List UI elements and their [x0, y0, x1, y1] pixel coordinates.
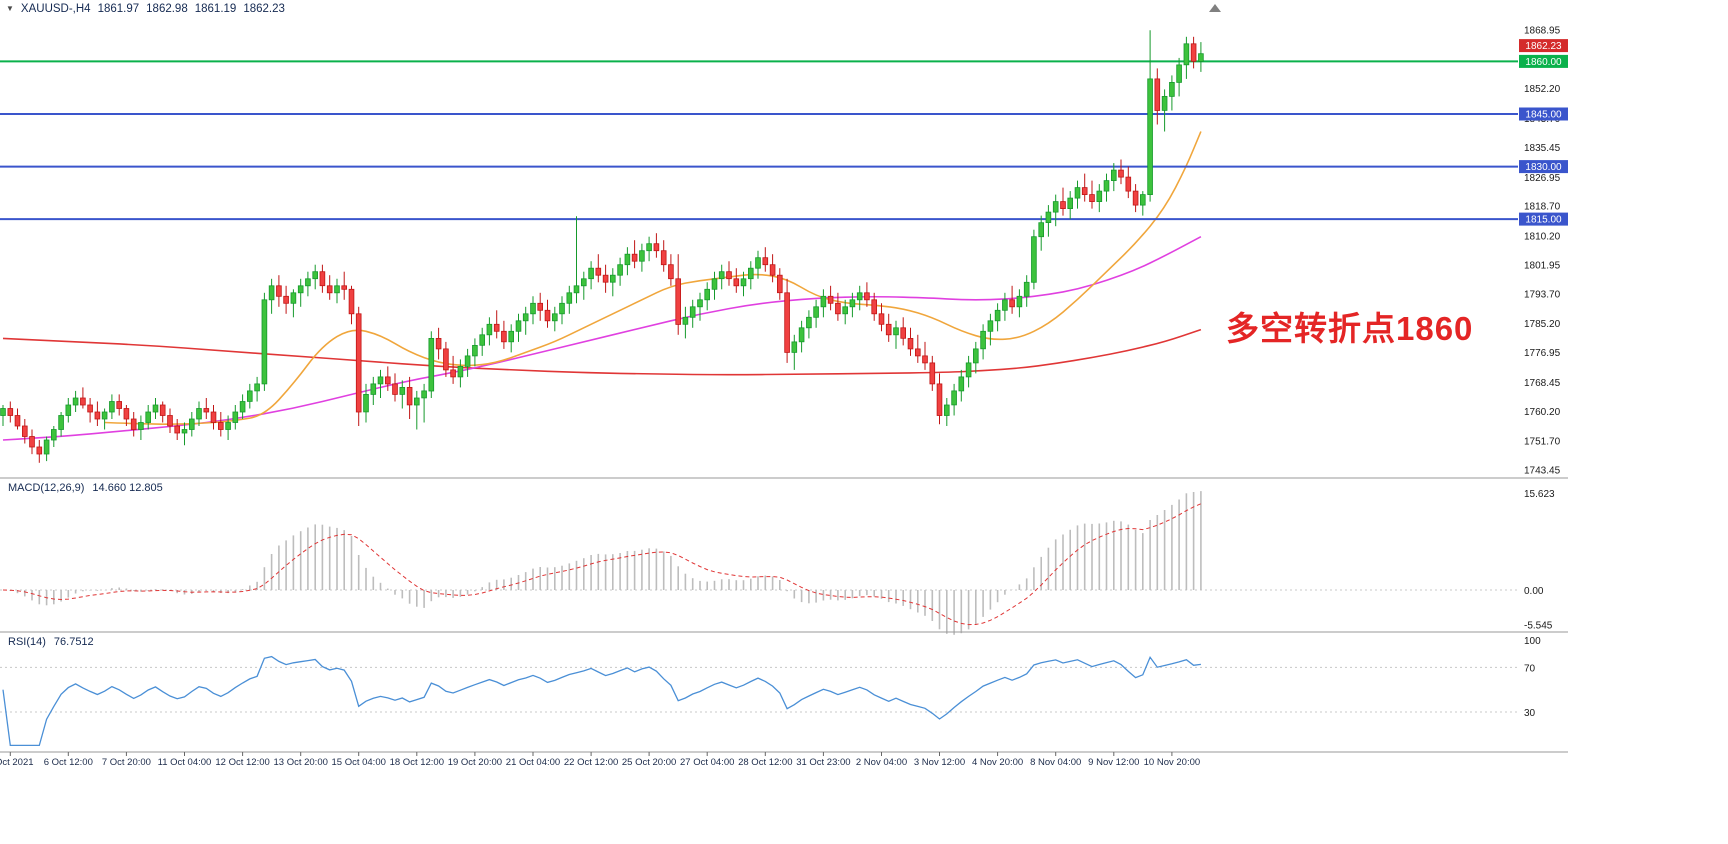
svg-text:1845.00: 1845.00	[1525, 110, 1562, 121]
svg-text:1868.95: 1868.95	[1524, 26, 1561, 37]
svg-text:13 Oct 20:00: 13 Oct 20:00	[273, 757, 327, 768]
ohlc-close: 1862.23	[243, 3, 285, 15]
ohlc-low: 1861.19	[194, 3, 237, 15]
svg-text:4 Nov 20:00: 4 Nov 20:00	[972, 757, 1023, 768]
svg-text:15.623: 15.623	[1524, 489, 1555, 500]
svg-text:1776.95: 1776.95	[1524, 348, 1561, 359]
macd-panel: 15.623 0.00 -5.545	[0, 477, 1568, 635]
macd-label: MACD(12,26,9)	[8, 482, 85, 494]
svg-text:1768.45: 1768.45	[1524, 378, 1561, 389]
macd-signal-line	[2, 503, 1202, 626]
svg-text:15 Oct 04:00: 15 Oct 04:00	[331, 757, 385, 768]
svg-text:1743.45: 1743.45	[1524, 466, 1561, 477]
price-axis[interactable]: 1868.951852.201843.701835.451826.951818.…	[1519, 26, 1568, 477]
time-axis[interactable]: 5 Oct 2021 6 Oct 12:00 7 Oct 20:00 11 Oct 0…	[0, 751, 1568, 768]
svg-text:1860.00: 1860.00	[1525, 57, 1562, 68]
symbol-timeframe-label: XAUUSD-,H4	[20, 3, 91, 15]
svg-text:7 Oct 20:00: 7 Oct 20:00	[102, 757, 151, 768]
svg-text:18 Oct 12:00: 18 Oct 12:00	[390, 757, 444, 768]
svg-text:10 Nov 20:00: 10 Nov 20:00	[1144, 757, 1201, 768]
svg-text:1793.70: 1793.70	[1524, 289, 1561, 300]
svg-text:1852.20: 1852.20	[1524, 84, 1561, 95]
svg-text:1810.20: 1810.20	[1524, 232, 1561, 243]
moving-averages	[2, 131, 1202, 441]
svg-text:5 Oct 2021: 5 Oct 2021	[0, 757, 34, 768]
svg-text:1785.20: 1785.20	[1524, 319, 1561, 330]
svg-text:100: 100	[1524, 636, 1541, 647]
svg-text:27 Oct 04:00: 27 Oct 04:00	[680, 757, 734, 768]
svg-text:1830.00: 1830.00	[1525, 162, 1562, 173]
annotation-text: 多空转折点1860	[1226, 310, 1474, 347]
svg-text:30: 30	[1524, 708, 1536, 719]
rsi-panel: 100 70 30	[0, 631, 1568, 747]
ohlc-open: 1861.97	[97, 3, 140, 15]
svg-text:21 Oct 04:00: 21 Oct 04:00	[506, 757, 560, 768]
svg-text:22 Oct 12:00: 22 Oct 12:00	[564, 757, 618, 768]
rsi-value: 76.7512	[53, 636, 94, 648]
ma-slow-red-line	[2, 328, 1202, 376]
svg-text:19 Oct 20:00: 19 Oct 20:00	[448, 757, 502, 768]
svg-text:3 Nov 12:00: 3 Nov 12:00	[914, 757, 965, 768]
macd-panel-label: MACD(12,26,9) 14.660 12.805	[8, 482, 163, 494]
ma-mid-magenta-line	[2, 235, 1202, 441]
svg-text:0.00: 0.00	[1524, 586, 1544, 597]
svg-text:9 Nov 12:00: 9 Nov 12:00	[1088, 757, 1139, 768]
rsi-panel-label: RSI(14) 76.7512	[8, 636, 94, 648]
svg-text:1818.70: 1818.70	[1524, 202, 1561, 213]
rsi-line	[2, 655, 1201, 747]
svg-text:6 Oct 12:00: 6 Oct 12:00	[44, 757, 93, 768]
svg-text:8 Nov 04:00: 8 Nov 04:00	[1030, 757, 1081, 768]
svg-text:1862.23: 1862.23	[1525, 41, 1562, 52]
svg-text:1826.95: 1826.95	[1524, 173, 1561, 184]
candles	[0, 30, 1204, 463]
macd-values: 14.660 12.805	[92, 482, 163, 494]
svg-text:31 Oct 23:00: 31 Oct 23:00	[796, 757, 850, 768]
chart-header: ▼ XAUUSD-,H4 1861.97 1862.98 1861.19 186…	[6, 3, 285, 15]
horizontal-level-lines[interactable]	[0, 60, 1518, 221]
svg-text:11 Oct 04:00: 11 Oct 04:00	[158, 757, 212, 768]
svg-text:28 Oct 12:00: 28 Oct 12:00	[738, 757, 792, 768]
rsi-label: RSI(14)	[8, 636, 46, 648]
svg-text:70: 70	[1524, 663, 1536, 674]
svg-text:1751.70: 1751.70	[1524, 437, 1561, 448]
svg-text:1760.20: 1760.20	[1524, 407, 1561, 418]
ma-fast-orange-line	[104, 131, 1202, 426]
svg-text:2 Nov 04:00: 2 Nov 04:00	[856, 757, 907, 768]
svg-text:25 Oct 20:00: 25 Oct 20:00	[622, 757, 676, 768]
svg-text:12 Oct 12:00: 12 Oct 12:00	[215, 757, 269, 768]
svg-text:-5.545: -5.545	[1524, 620, 1553, 631]
svg-text:1801.95: 1801.95	[1524, 260, 1561, 271]
svg-text:1835.45: 1835.45	[1524, 143, 1561, 154]
symbol-dropdown-icon[interactable]: ▼	[6, 3, 14, 13]
chart-shift-marker-icon	[1209, 4, 1221, 12]
svg-text:1815.00: 1815.00	[1525, 215, 1562, 226]
ohlc-high: 1862.98	[146, 3, 188, 15]
